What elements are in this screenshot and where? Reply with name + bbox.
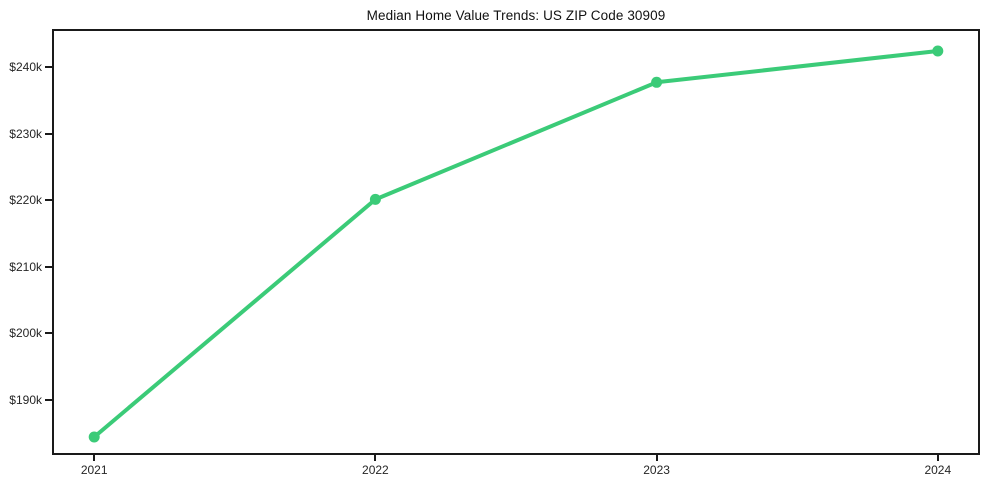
data-point bbox=[651, 76, 663, 88]
y-tick-label: $200k bbox=[9, 326, 42, 341]
y-axis-tick bbox=[45, 199, 52, 202]
y-tick-label: $190k bbox=[9, 392, 42, 407]
y-axis-tick bbox=[45, 398, 52, 401]
trend-line bbox=[92, 49, 940, 439]
y-axis-tick bbox=[45, 265, 52, 268]
data-point bbox=[932, 45, 944, 57]
x-tick-label: 2024 bbox=[924, 463, 952, 477]
x-axis-tick bbox=[93, 455, 96, 461]
y-tick-label: $210k bbox=[9, 259, 42, 274]
line-chart-plot bbox=[88, 45, 944, 443]
y-tick-label: $230k bbox=[9, 126, 42, 141]
chart-title: Median Home Value Trends: US ZIP Code 30… bbox=[366, 8, 666, 23]
y-tick-label: $240k bbox=[9, 59, 42, 74]
x-axis-tick bbox=[655, 455, 658, 461]
x-tick-label: 2021 bbox=[80, 463, 108, 477]
y-axis-tick bbox=[45, 65, 52, 68]
plot-area-border bbox=[52, 29, 980, 455]
x-tick-label: 2022 bbox=[362, 463, 389, 477]
data-point bbox=[369, 193, 381, 205]
y-tick-label: $220k bbox=[9, 193, 42, 208]
data-point bbox=[88, 431, 100, 443]
y-axis-tick bbox=[45, 132, 52, 135]
x-axis-tick bbox=[936, 455, 939, 461]
x-tick-label: 2023 bbox=[643, 463, 670, 477]
x-axis-tick bbox=[374, 455, 377, 461]
y-axis-tick bbox=[45, 332, 52, 335]
